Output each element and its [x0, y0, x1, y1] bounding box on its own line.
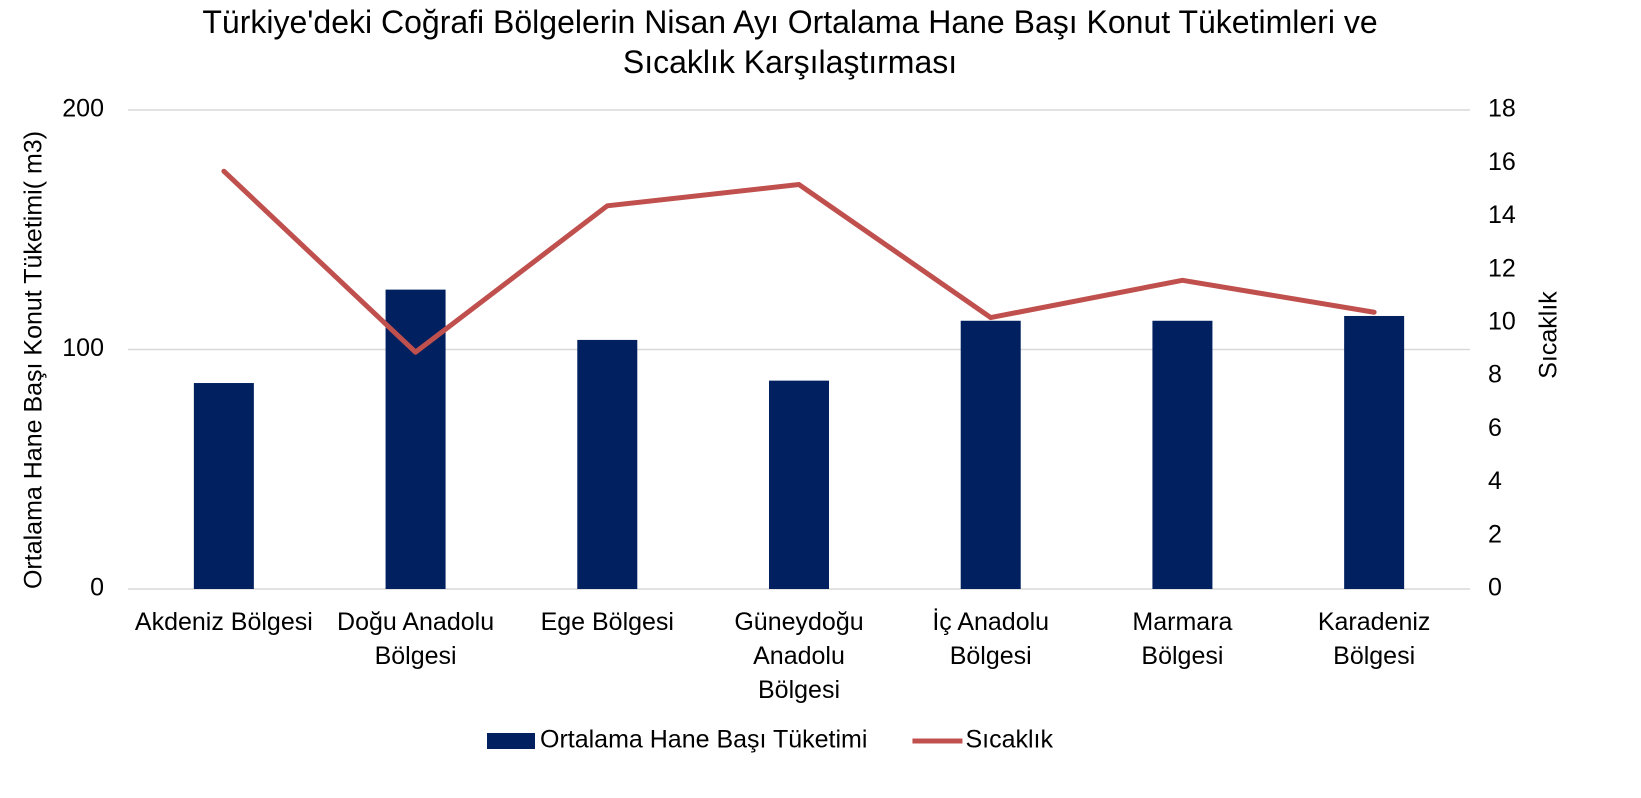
line: [221, 168, 1377, 355]
y2-axis-title: Sıcaklık: [1535, 291, 1563, 379]
x-tick-label: Karadeniz Bölgesi: [1317, 608, 1431, 670]
x-tick-label: Ege Bölgesi: [540, 608, 674, 636]
x-tick-label: Akdeniz Bölgesi: [134, 608, 313, 636]
x-tick-label: Güneydoğu Anadolu Bölgesi: [734, 608, 864, 704]
y-tick-label: 100: [62, 334, 104, 362]
legend-label: Ortalama Hane Başı Tüketimi: [540, 726, 867, 754]
bar: [960, 320, 1021, 589]
y-tick-label: 0: [90, 574, 104, 602]
y2-tick-label: 6: [1488, 414, 1502, 442]
bar: [577, 339, 638, 589]
y2-tick-label: 14: [1488, 201, 1516, 229]
y-tick-label: 200: [62, 95, 104, 123]
x-tick-label: Marmara Bölgesi: [1132, 608, 1233, 670]
bar: [769, 380, 829, 589]
y2-tick-label: 12: [1488, 254, 1516, 282]
y2-tick-label: 8: [1488, 361, 1502, 389]
y2-tick-label: 18: [1488, 95, 1516, 123]
chart-title: Türkiye'deki Coğrafi Bölgelerin Nisan Ay…: [202, 4, 1378, 80]
legend-swatch: [487, 733, 535, 749]
y2-tick-label: 4: [1488, 467, 1502, 495]
y2-tick-label: 0: [1488, 574, 1502, 602]
y2-tick-label: 2: [1488, 520, 1502, 548]
bar: [1152, 320, 1213, 589]
y-axis-title: Ortalama Hane Başı Konut Tüketimi( m3): [20, 131, 48, 589]
y2-tick-label: 16: [1488, 148, 1516, 176]
legend-label: Sıcaklık: [965, 726, 1053, 754]
y2-tick-label: 10: [1488, 307, 1516, 335]
bar: [193, 383, 254, 589]
bar: [1344, 315, 1405, 589]
x-tick-label: İç Anadolu Bölgesi: [932, 608, 1050, 670]
x-tick-label: Doğu Anadolu Bölgesi: [337, 608, 495, 670]
